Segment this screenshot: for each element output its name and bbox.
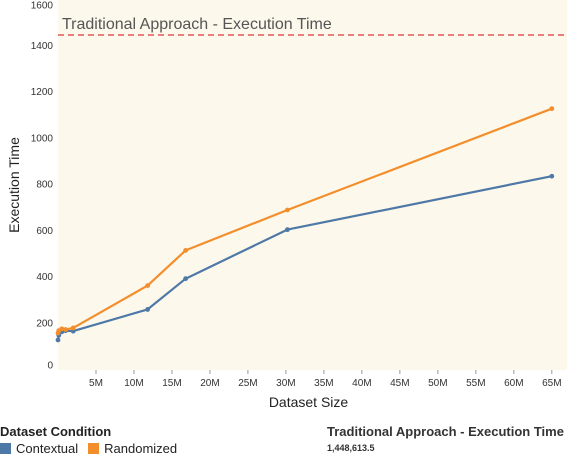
x-tick-label: 45M	[390, 378, 409, 389]
y-tick-label: 600	[36, 226, 53, 237]
reference-line-group: Traditional Approach - Execution Time	[58, 16, 567, 36]
legend: Dataset Condition Contextual Randomized	[0, 424, 187, 456]
legend-title: Dataset Condition	[0, 424, 112, 439]
data-point-contextual[interactable]	[183, 276, 189, 282]
y-tick-label: 1400	[31, 41, 54, 52]
data-point-contextual[interactable]	[285, 227, 290, 233]
x-tick-label: 55M	[466, 378, 485, 389]
x-axis-label: Dataset Size	[269, 394, 349, 410]
legend-items: Contextual Randomized	[0, 441, 187, 456]
y-tick-label: 1600	[31, 1, 54, 12]
x-tick-label: 20M	[200, 378, 219, 389]
x-tick-label: 15M	[162, 378, 181, 389]
execution-time-chart: 0 200 400 600 800 1000 1200 1400 1600 5M 10M 15M 20…	[6, 0, 567, 410]
data-point-randomized[interactable]	[285, 207, 290, 213]
plot-background	[58, 0, 567, 370]
x-tick-label: 35M	[314, 378, 333, 389]
data-point-contextual[interactable]	[549, 173, 555, 179]
summary-title: Traditional Approach - Execution Time	[327, 424, 564, 439]
y-tick-label: 1000	[31, 133, 54, 144]
summary-value: 1,448,613.5	[327, 443, 375, 453]
legend-label-randomized: Randomized	[104, 441, 178, 456]
y-tick-label: 200	[36, 318, 53, 329]
x-tick-label: 25M	[238, 378, 257, 389]
x-tick-label: 5M	[89, 378, 103, 389]
data-point-randomized[interactable]	[63, 327, 68, 332]
data-point-contextual[interactable]	[145, 307, 151, 312]
x-tick-label: 65M	[542, 378, 561, 389]
x-tick-label: 50M	[428, 378, 447, 389]
y-axis: 0 200 400 600 800 1000 1200 1400 1600	[31, 1, 54, 372]
x-tick-label: 60M	[504, 378, 523, 389]
data-point-randomized[interactable]	[70, 325, 76, 331]
y-tick-label: 1200	[31, 87, 54, 98]
y-axis-label: Execution Time	[6, 137, 22, 233]
data-point-randomized[interactable]	[59, 326, 65, 332]
data-point-randomized[interactable]	[183, 248, 189, 253]
y-tick-label: 800	[36, 180, 53, 191]
legend-item-randomized[interactable]: Randomized	[88, 441, 177, 456]
data-point-randomized[interactable]	[145, 283, 151, 288]
series-group	[55, 106, 555, 343]
y-tick-label: 400	[36, 272, 53, 283]
data-point-randomized[interactable]	[549, 106, 555, 112]
reference-line-label: Traditional Approach - Execution Time	[62, 16, 332, 33]
x-tick-label: 30M	[276, 378, 295, 389]
x-tick-label: 10M	[124, 378, 143, 389]
legend-label-contextual: Contextual	[16, 441, 79, 456]
legend-item-contextual[interactable]: Contextual	[0, 441, 78, 456]
legend-swatch-contextual	[0, 443, 11, 454]
legend-swatch-randomized	[88, 443, 100, 454]
summary-card: Traditional Approach - Execution Time 1,…	[327, 424, 564, 453]
x-axis: 5M 10M 15M 20M 25M 30M 35M 40M 45M 50M 55M 60M 65M	[89, 370, 562, 389]
data-point-contextual[interactable]	[55, 337, 61, 343]
x-tick-label: 40M	[352, 378, 371, 389]
y-tick-label: 0	[47, 361, 53, 372]
